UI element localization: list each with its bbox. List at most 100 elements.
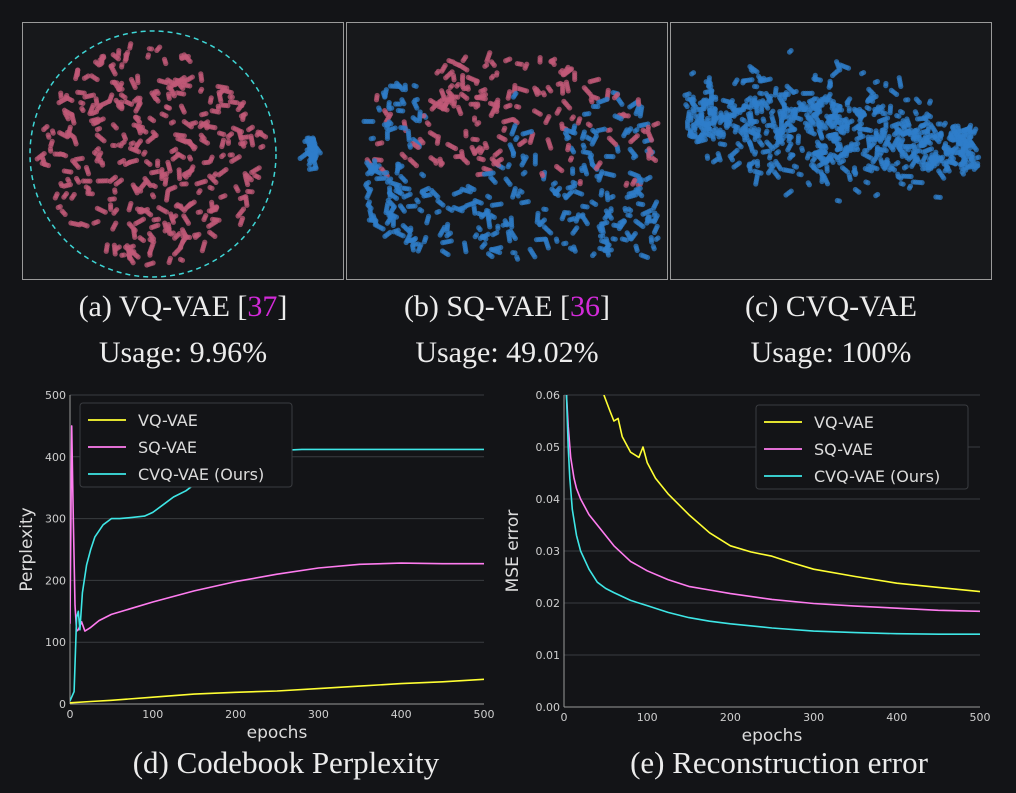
unused-code-point [413,163,420,169]
unused-code-point [191,199,197,205]
used-code-point [384,220,390,226]
unused-code-point [524,88,530,94]
used-code-point [580,149,586,155]
unused-code-point [605,87,611,93]
used-code-point [369,165,375,171]
used-code-point [617,223,623,229]
citation-link[interactable]: 36 [570,290,601,323]
used-code-point [507,181,513,187]
legend-label: CVQ-VAE (Ours) [138,465,264,484]
used-code-point [801,101,807,107]
unused-code-point [227,152,233,158]
unused-code-point [122,94,128,101]
unused-code-point [611,95,618,101]
used-code-point [571,244,577,250]
used-code-point [380,226,386,232]
unused-code-point [628,139,634,145]
used-code-point [621,133,627,139]
used-code-point [451,191,457,197]
used-code-point [627,207,634,214]
used-code-point [754,110,760,116]
used-code-point [688,113,694,119]
used-code-point [866,145,873,151]
unused-code-point [98,102,104,108]
used-code-point [894,126,900,133]
used-code-point [785,147,791,153]
citation-link[interactable]: 37 [247,290,278,323]
y-tick-label: 0.06 [536,389,561,402]
x-tick-label: 0 [67,708,74,721]
y-tick-label: 0.04 [536,493,561,506]
unused-code-point [597,160,603,166]
used-code-point [847,96,853,102]
caption-text: (a) VQ-VAE [ [78,290,248,323]
used-code-point [927,114,934,120]
used-code-point [891,131,898,138]
y-axis-label: Perplexity [17,507,37,591]
unused-code-point [238,129,245,135]
used-code-point [853,107,860,113]
unused-code-point [434,70,440,76]
unused-code-point [219,143,225,150]
unused-code-point [113,220,119,226]
legend-label: VQ-VAE [814,413,874,432]
caption-text: ] [600,290,611,323]
used-code-point [386,99,392,106]
used-code-point [405,128,411,134]
unused-code-point [118,143,124,149]
used-code-point [599,238,605,244]
unused-code-point [424,120,430,126]
unused-code-point [63,191,70,197]
used-code-point [787,155,793,161]
unused-code-point [244,202,250,208]
unused-code-point [387,111,394,117]
unused-code-point [69,111,75,118]
used-code-point [875,107,881,113]
used-code-point [729,152,735,158]
unused-code-point [183,181,189,187]
unused-code-point [216,130,223,136]
unused-code-point [143,158,150,165]
used-code-point [957,131,963,138]
used-code-point [811,131,817,137]
unused-code-point [496,133,502,140]
unused-code-point [187,156,194,162]
unused-code-point [503,104,509,110]
used-code-point [638,252,644,258]
used-code-point [883,159,889,165]
used-code-point [407,231,413,238]
used-code-point [775,174,782,180]
used-code-point [401,208,407,214]
unused-code-point [74,72,80,78]
x-tick-label: 500 [474,708,495,721]
perplexity-chart: 0 100 200 300 400 500 0 100 200 300 400 500 epochs Pe… [0,382,500,752]
unused-code-point [173,132,179,138]
unused-code-point [132,84,138,91]
used-code-point [370,118,376,125]
used-code-point [488,246,494,253]
unused-code-point [137,130,143,136]
unused-code-point [170,230,176,236]
used-code-point [960,135,966,141]
used-code-point [601,126,608,132]
used-code-point [711,121,717,127]
y-tick-label: 400 [45,451,66,464]
unused-code-point [524,61,530,67]
used-code-point [816,98,823,105]
used-code-point [710,159,717,165]
used-code-point [612,236,618,242]
used-code-point [583,171,590,177]
unused-code-point [488,112,494,118]
unused-code-point [135,254,141,260]
unused-code-point [155,168,161,175]
used-code-point [896,113,902,119]
used-code-point [396,83,402,90]
series-line-2 [565,395,980,635]
used-code-point [883,83,889,89]
used-code-point [388,176,394,182]
used-code-point [920,159,926,165]
used-code-point [610,193,616,200]
used-code-point [876,118,883,124]
used-code-point [310,136,317,142]
used-code-point [854,136,860,142]
